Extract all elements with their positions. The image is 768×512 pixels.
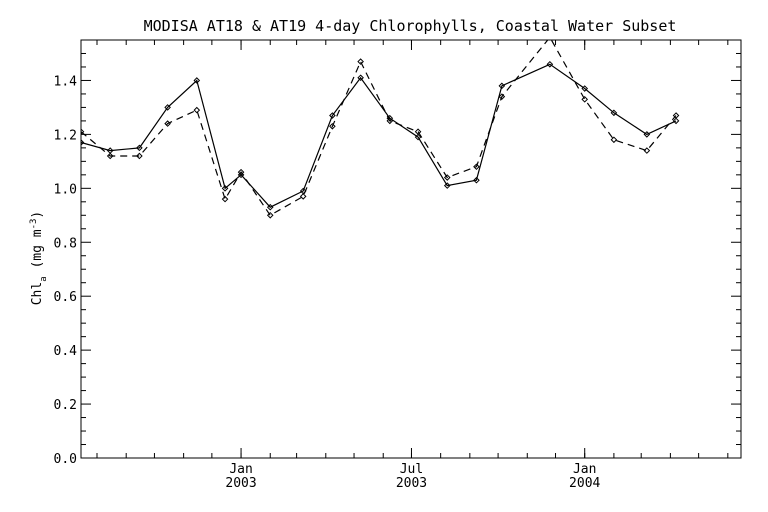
- series-2-point: [299, 193, 307, 200]
- y-tick-label: 1.0: [54, 182, 77, 197]
- y-tick-label: 1.2: [54, 128, 77, 143]
- series-1-point: [546, 60, 554, 68]
- series-layer: [81, 40, 680, 219]
- y-axis-label: Chla (mg m-3): [29, 211, 49, 306]
- plot-frame: [80, 39, 742, 459]
- x-tick-label: Jan: [573, 462, 596, 477]
- series-2-point: [193, 106, 201, 114]
- series-1-point: [266, 203, 274, 211]
- series-1-line: [81, 63, 677, 208]
- series-2-point: [549, 40, 551, 41]
- series-2-point: [237, 168, 245, 176]
- y-tick-label: 0.4: [54, 344, 78, 359]
- y-axis-label-space: [30, 269, 45, 277]
- x-tick-year-label: 2003: [225, 476, 256, 491]
- series-2-point: [266, 211, 274, 219]
- series-1-point: [136, 144, 143, 152]
- series-1-point: [498, 82, 506, 90]
- series-2-point: [106, 152, 114, 160]
- series-2-line: [81, 40, 677, 217]
- series-2-point: [443, 174, 451, 181]
- y-axis-label-unit-sup: -3: [29, 219, 39, 230]
- series-1-point: [81, 139, 85, 146]
- series-2-point: [81, 128, 85, 135]
- series-2-point: [386, 117, 394, 125]
- series-1-point: [164, 104, 171, 111]
- series-2-point: [357, 58, 364, 65]
- series-2-point: [164, 120, 171, 127]
- x-tick-year-label: 2003: [396, 476, 427, 491]
- y-tick-label: 1.4: [54, 74, 78, 89]
- series-1-point: [672, 117, 680, 125]
- series-1-point: [221, 185, 229, 192]
- axes: 0.00.20.40.60.81.01.21.4Jan2003Jul2003Ja…: [54, 39, 742, 491]
- y-tick-label: 0.8: [54, 236, 77, 251]
- x-tick-label: Jul: [400, 462, 423, 477]
- series-1-point: [329, 112, 336, 119]
- y-axis-label-unit: (mg m: [30, 229, 45, 268]
- chart-title: MODISA AT18 & AT19 4-day Chlorophylls, C…: [144, 17, 677, 35]
- series-2-point: [643, 147, 651, 154]
- y-tick-label: 0.6: [54, 290, 77, 305]
- series-2-point: [473, 163, 480, 171]
- series-2-point: [672, 112, 680, 119]
- series-2-point: [136, 152, 143, 160]
- series-2-point: [498, 93, 506, 100]
- y-axis-label-sub: a: [39, 276, 49, 281]
- y-axis-label-main: Chl: [30, 282, 45, 305]
- series-1-point: [193, 77, 201, 84]
- y-tick-label: 0.0: [54, 452, 77, 467]
- series-1-point: [414, 133, 422, 141]
- series-1-point: [357, 74, 364, 82]
- series-1-point: [443, 182, 451, 189]
- series-1-point: [643, 131, 651, 138]
- series-2-point: [610, 136, 618, 144]
- series-2-point: [221, 195, 229, 203]
- series-2-point: [581, 96, 589, 103]
- series-2-point: [329, 122, 336, 130]
- x-tick-label: Jan: [229, 462, 252, 477]
- series-1-point: [473, 176, 480, 184]
- series-1-point: [581, 85, 589, 92]
- series-2-point: [414, 128, 422, 135]
- y-axis-label-unit-close: ): [30, 211, 45, 219]
- y-tick-label: 0.2: [54, 398, 77, 413]
- x-tick-year-label: 2004: [569, 476, 600, 491]
- series-1-point: [610, 109, 618, 117]
